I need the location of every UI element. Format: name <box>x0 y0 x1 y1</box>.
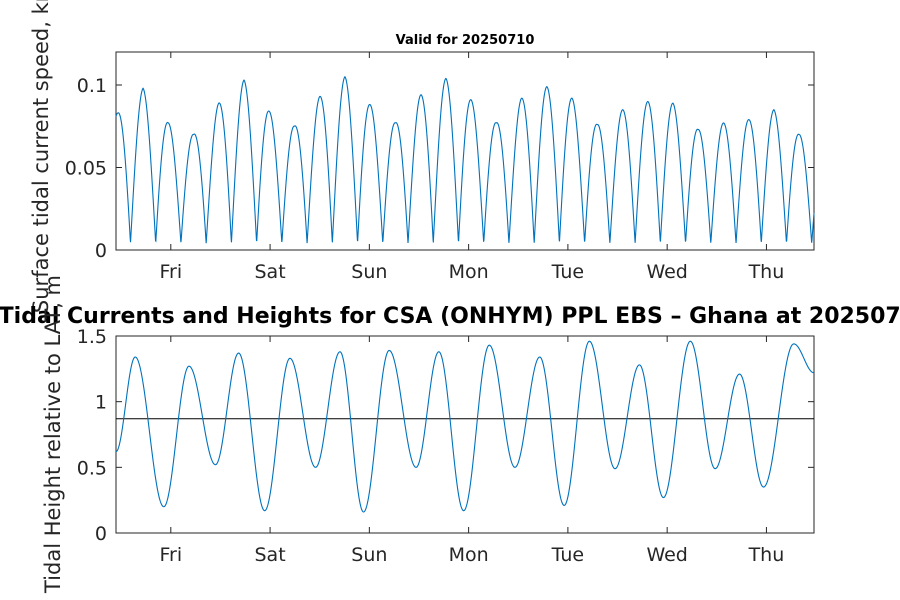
x-tick-label-wed: Wed <box>646 544 687 566</box>
x-tick-label-sat: Sat <box>254 544 285 566</box>
y-tick-label: 0 <box>95 523 107 545</box>
x-tick-label-fri: Fri <box>159 261 182 283</box>
y-tick-label: 1.5 <box>77 326 107 348</box>
x-tick-label-tue: Tue <box>551 544 584 566</box>
x-tick-label-thu: Thu <box>748 261 785 283</box>
x-tick-label-mon: Mon <box>449 544 489 566</box>
y-tick-label: 0.5 <box>77 457 107 479</box>
x-tick-label-sat: Sat <box>254 261 285 283</box>
y-tick-label: 1 <box>95 392 107 414</box>
x-tick-label-sun: Sun <box>351 261 387 283</box>
tidal-height-axes-frame <box>115 335 815 534</box>
current-speed-series-line <box>115 75 815 244</box>
tidal-height-panel: 0 0.5 1 1.5 Fri Sat Sun Mon Tue Wed Thu Tidal Cur… <box>0 275 900 594</box>
tidal-height-y-axis-label: Tidal Height relative to LAT, m <box>41 275 65 594</box>
current-speed-y-axis-label: Surface tidal current speed, kn <box>29 0 53 313</box>
x-tick-label-fri: Fri <box>159 544 182 566</box>
x-tick-label-wed: Wed <box>646 261 687 283</box>
x-tick-label-thu: Thu <box>748 544 785 566</box>
x-tick-label-tue: Tue <box>551 261 584 283</box>
y-tick-label: 0.05 <box>65 158 107 180</box>
y-tick-label: 0.1 <box>77 75 107 97</box>
x-tick-label-sun: Sun <box>351 544 387 566</box>
x-tick-label-mon: Mon <box>449 261 489 283</box>
tidal-height-chart-title: Tidal Currents and Heights for CSA (ONHY… <box>0 304 900 329</box>
y-tick-label: 0 <box>95 240 107 262</box>
tidal-height-series-line <box>115 340 815 513</box>
current-speed-chart-title: Valid for 20250710 <box>396 33 535 48</box>
current-speed-panel: 0 0.05 0.1 Fri Sat Sun Mon Tue Wed Thu Valid for… <box>29 0 815 313</box>
